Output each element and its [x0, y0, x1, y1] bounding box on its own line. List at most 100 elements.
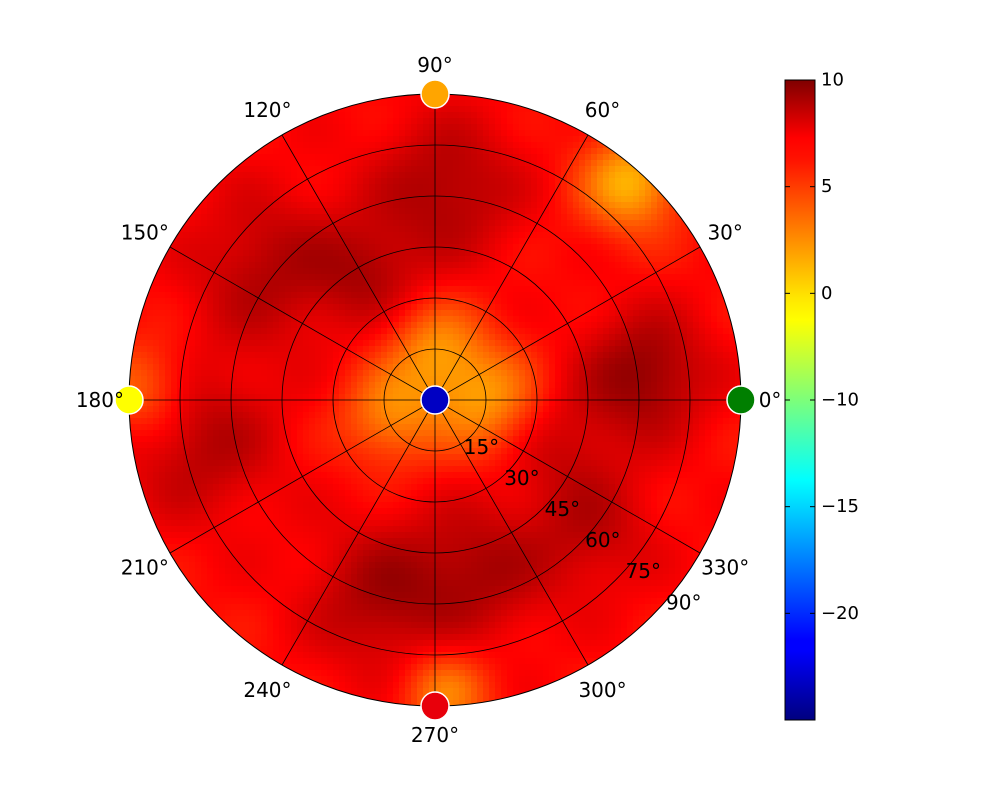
heat-cell	[273, 178, 280, 185]
heat-cell	[501, 112, 508, 119]
heat-cell	[441, 424, 448, 431]
heat-cell	[399, 334, 406, 341]
heat-cell	[213, 394, 220, 401]
heat-cell	[525, 388, 532, 395]
heat-cell	[303, 400, 310, 407]
heat-cell	[603, 268, 610, 275]
heat-cell	[243, 160, 250, 167]
heat-cell	[555, 334, 562, 341]
heat-cell	[483, 370, 490, 377]
heat-cell	[261, 280, 268, 287]
heat-cell	[699, 346, 706, 353]
heat-cell	[351, 136, 358, 143]
heat-cell	[195, 304, 202, 311]
heat-cell	[471, 382, 478, 389]
heat-cell	[717, 328, 724, 335]
heat-cell	[213, 274, 220, 281]
heat-cell	[375, 118, 382, 125]
heat-cell	[195, 262, 202, 269]
heat-cell	[459, 292, 466, 299]
heat-cell	[381, 364, 388, 371]
heat-cell	[231, 442, 238, 449]
heat-cell	[399, 406, 406, 413]
heat-cell	[717, 292, 724, 299]
heat-cell	[315, 280, 322, 287]
heat-cell	[237, 370, 244, 377]
heat-cell	[405, 166, 412, 173]
heat-cell	[495, 136, 502, 143]
heat-cell	[225, 322, 232, 329]
heat-cell	[543, 316, 550, 323]
heat-cell	[561, 388, 568, 395]
heat-cell	[429, 250, 436, 257]
heat-cell	[243, 268, 250, 275]
heat-cell	[297, 442, 304, 449]
heat-cell	[399, 130, 406, 137]
heat-cell	[609, 280, 616, 287]
heat-cell	[489, 190, 496, 197]
heat-cell	[333, 442, 340, 449]
heat-cell	[387, 352, 394, 359]
heat-cell	[357, 346, 364, 353]
heat-cell	[699, 424, 706, 431]
heat-cell	[609, 436, 616, 443]
heat-cell	[327, 382, 334, 389]
heat-cell	[333, 406, 340, 413]
heat-cell	[213, 316, 220, 323]
heat-cell	[333, 310, 340, 317]
heat-cell	[621, 292, 628, 299]
heat-cell	[651, 424, 658, 431]
heat-cell	[327, 292, 334, 299]
heat-cell	[489, 322, 496, 329]
heat-cell	[237, 310, 244, 317]
heat-cell	[651, 298, 658, 305]
heat-cell	[147, 412, 154, 419]
heat-cell	[555, 298, 562, 305]
heat-cell	[627, 382, 634, 389]
heat-cell	[261, 274, 268, 281]
heat-cell	[327, 226, 334, 233]
heat-cell	[423, 238, 430, 245]
heat-cell	[285, 406, 292, 413]
heat-cell	[417, 274, 424, 281]
heat-cell	[213, 328, 220, 335]
heat-cell	[141, 346, 148, 353]
heat-cell	[699, 364, 706, 371]
heat-cell	[651, 244, 658, 251]
heat-cell	[615, 286, 622, 293]
heat-cell	[321, 250, 328, 257]
heat-cell	[669, 196, 676, 203]
heat-cell	[327, 136, 334, 143]
heat-cell	[633, 376, 640, 383]
heat-cell	[243, 226, 250, 233]
heat-cell	[699, 256, 706, 263]
heat-cell	[513, 418, 520, 425]
heat-cell	[501, 220, 508, 227]
heat-cell	[315, 418, 322, 425]
heat-cell	[513, 166, 520, 173]
heat-cell	[393, 322, 400, 329]
heat-cell	[567, 196, 574, 203]
heat-cell	[357, 394, 364, 401]
heat-cell	[345, 412, 352, 419]
heat-cell	[471, 184, 478, 191]
heat-cell	[537, 256, 544, 263]
heat-cell	[495, 142, 502, 149]
heat-cell	[621, 340, 628, 347]
heat-cell	[339, 286, 346, 293]
heat-cell	[369, 322, 376, 329]
heat-cell	[489, 304, 496, 311]
heat-cell	[633, 178, 640, 185]
heat-cell	[525, 340, 532, 347]
heat-cell	[561, 274, 568, 281]
heat-cell	[639, 400, 646, 407]
heat-cell	[357, 292, 364, 299]
heat-cell	[519, 244, 526, 251]
heat-cell	[579, 298, 586, 305]
heat-cell	[651, 220, 658, 227]
heat-cell	[183, 424, 190, 431]
heat-cell	[675, 298, 682, 305]
heat-cell	[375, 412, 382, 419]
heat-cell	[459, 166, 466, 173]
